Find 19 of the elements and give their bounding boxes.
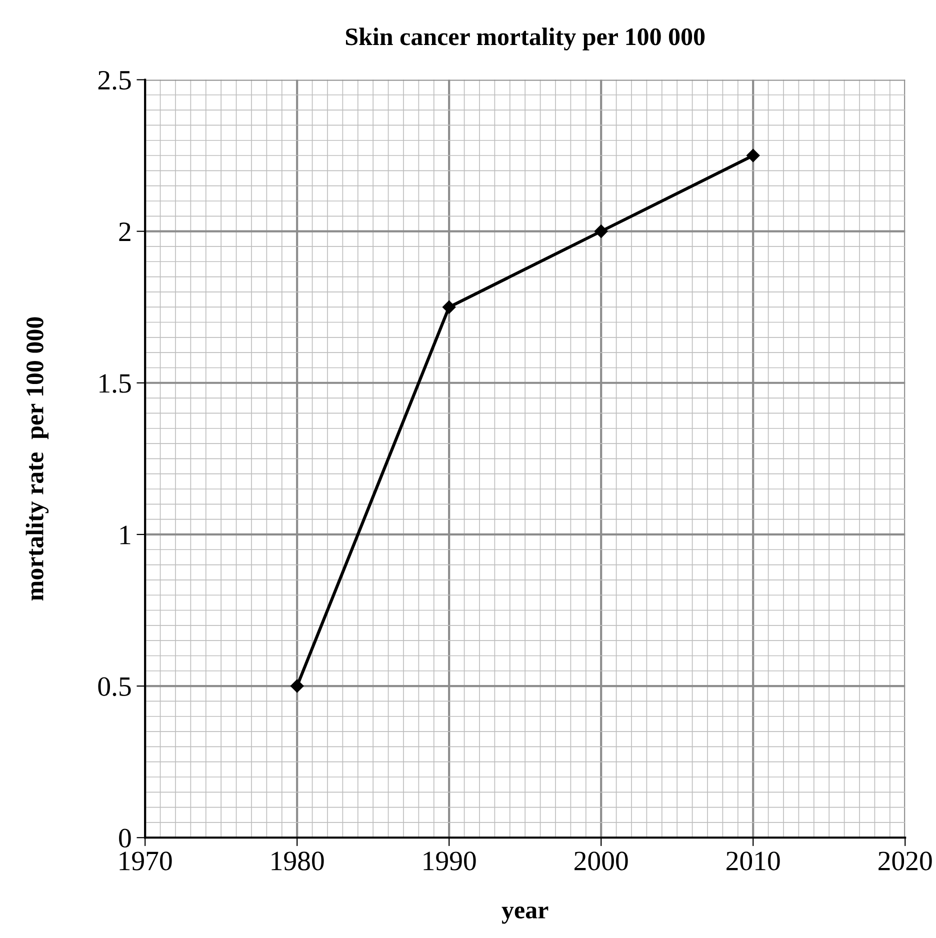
y-axis-title: mortality rate per 100 000 — [26, 317, 49, 600]
y-tick-label: 1 — [120, 526, 130, 544]
y-tick-label: 2 — [119, 222, 130, 241]
x-tick-label: 1980 — [272, 852, 324, 870]
x-tick-label: 2020 — [878, 852, 932, 870]
chart-title: Skin cancer mortality per 100 000 — [346, 28, 705, 50]
point — [594, 224, 608, 238]
x-tick-label: 2010 — [726, 852, 780, 870]
y-tick-label: 1.5 — [100, 374, 131, 393]
y-tick-label: 0 — [119, 828, 131, 848]
point — [442, 300, 456, 314]
point — [746, 148, 760, 162]
y-tick-label: 2.5 — [98, 70, 131, 90]
point — [290, 679, 304, 693]
x-tick-label: 2000 — [574, 852, 628, 870]
x-tick-label: 1990 — [424, 852, 476, 870]
y-tick-label: 0.5 — [98, 677, 131, 696]
x-tick-label: 1970 — [120, 852, 172, 870]
x-axis-title: year — [502, 906, 548, 924]
